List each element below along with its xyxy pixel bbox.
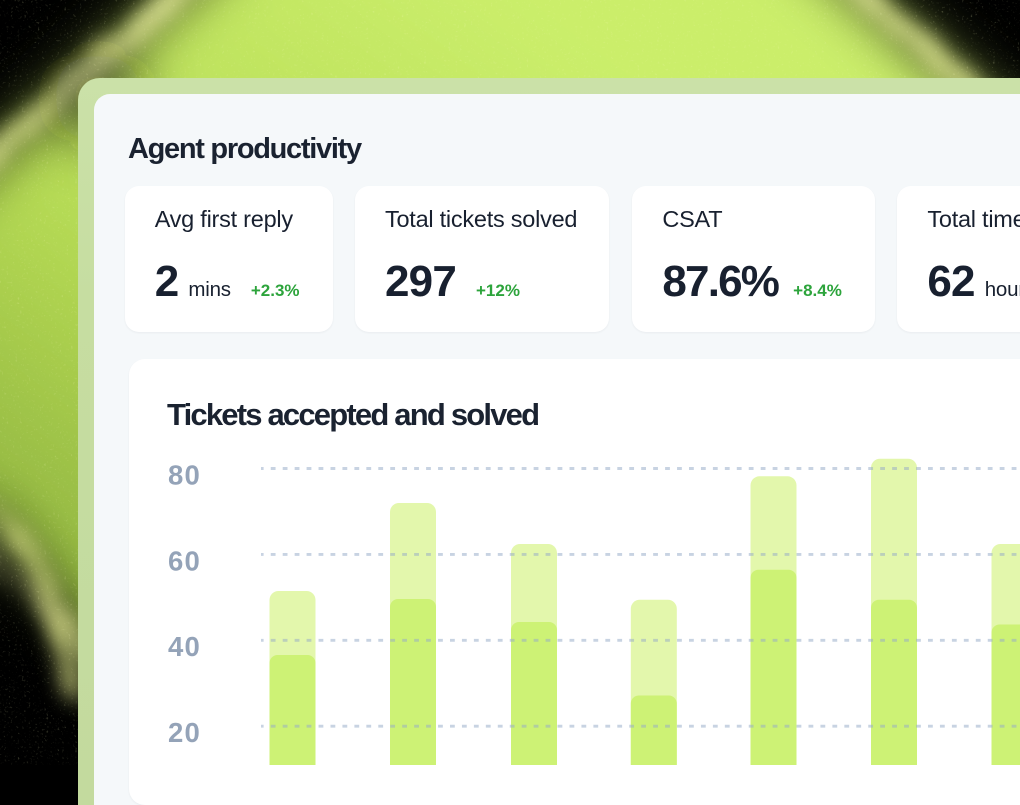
svg-text:60: 60 xyxy=(168,545,201,576)
svg-text:20: 20 xyxy=(168,717,201,748)
svg-text:80: 80 xyxy=(168,459,201,490)
svg-text:40: 40 xyxy=(168,631,201,662)
